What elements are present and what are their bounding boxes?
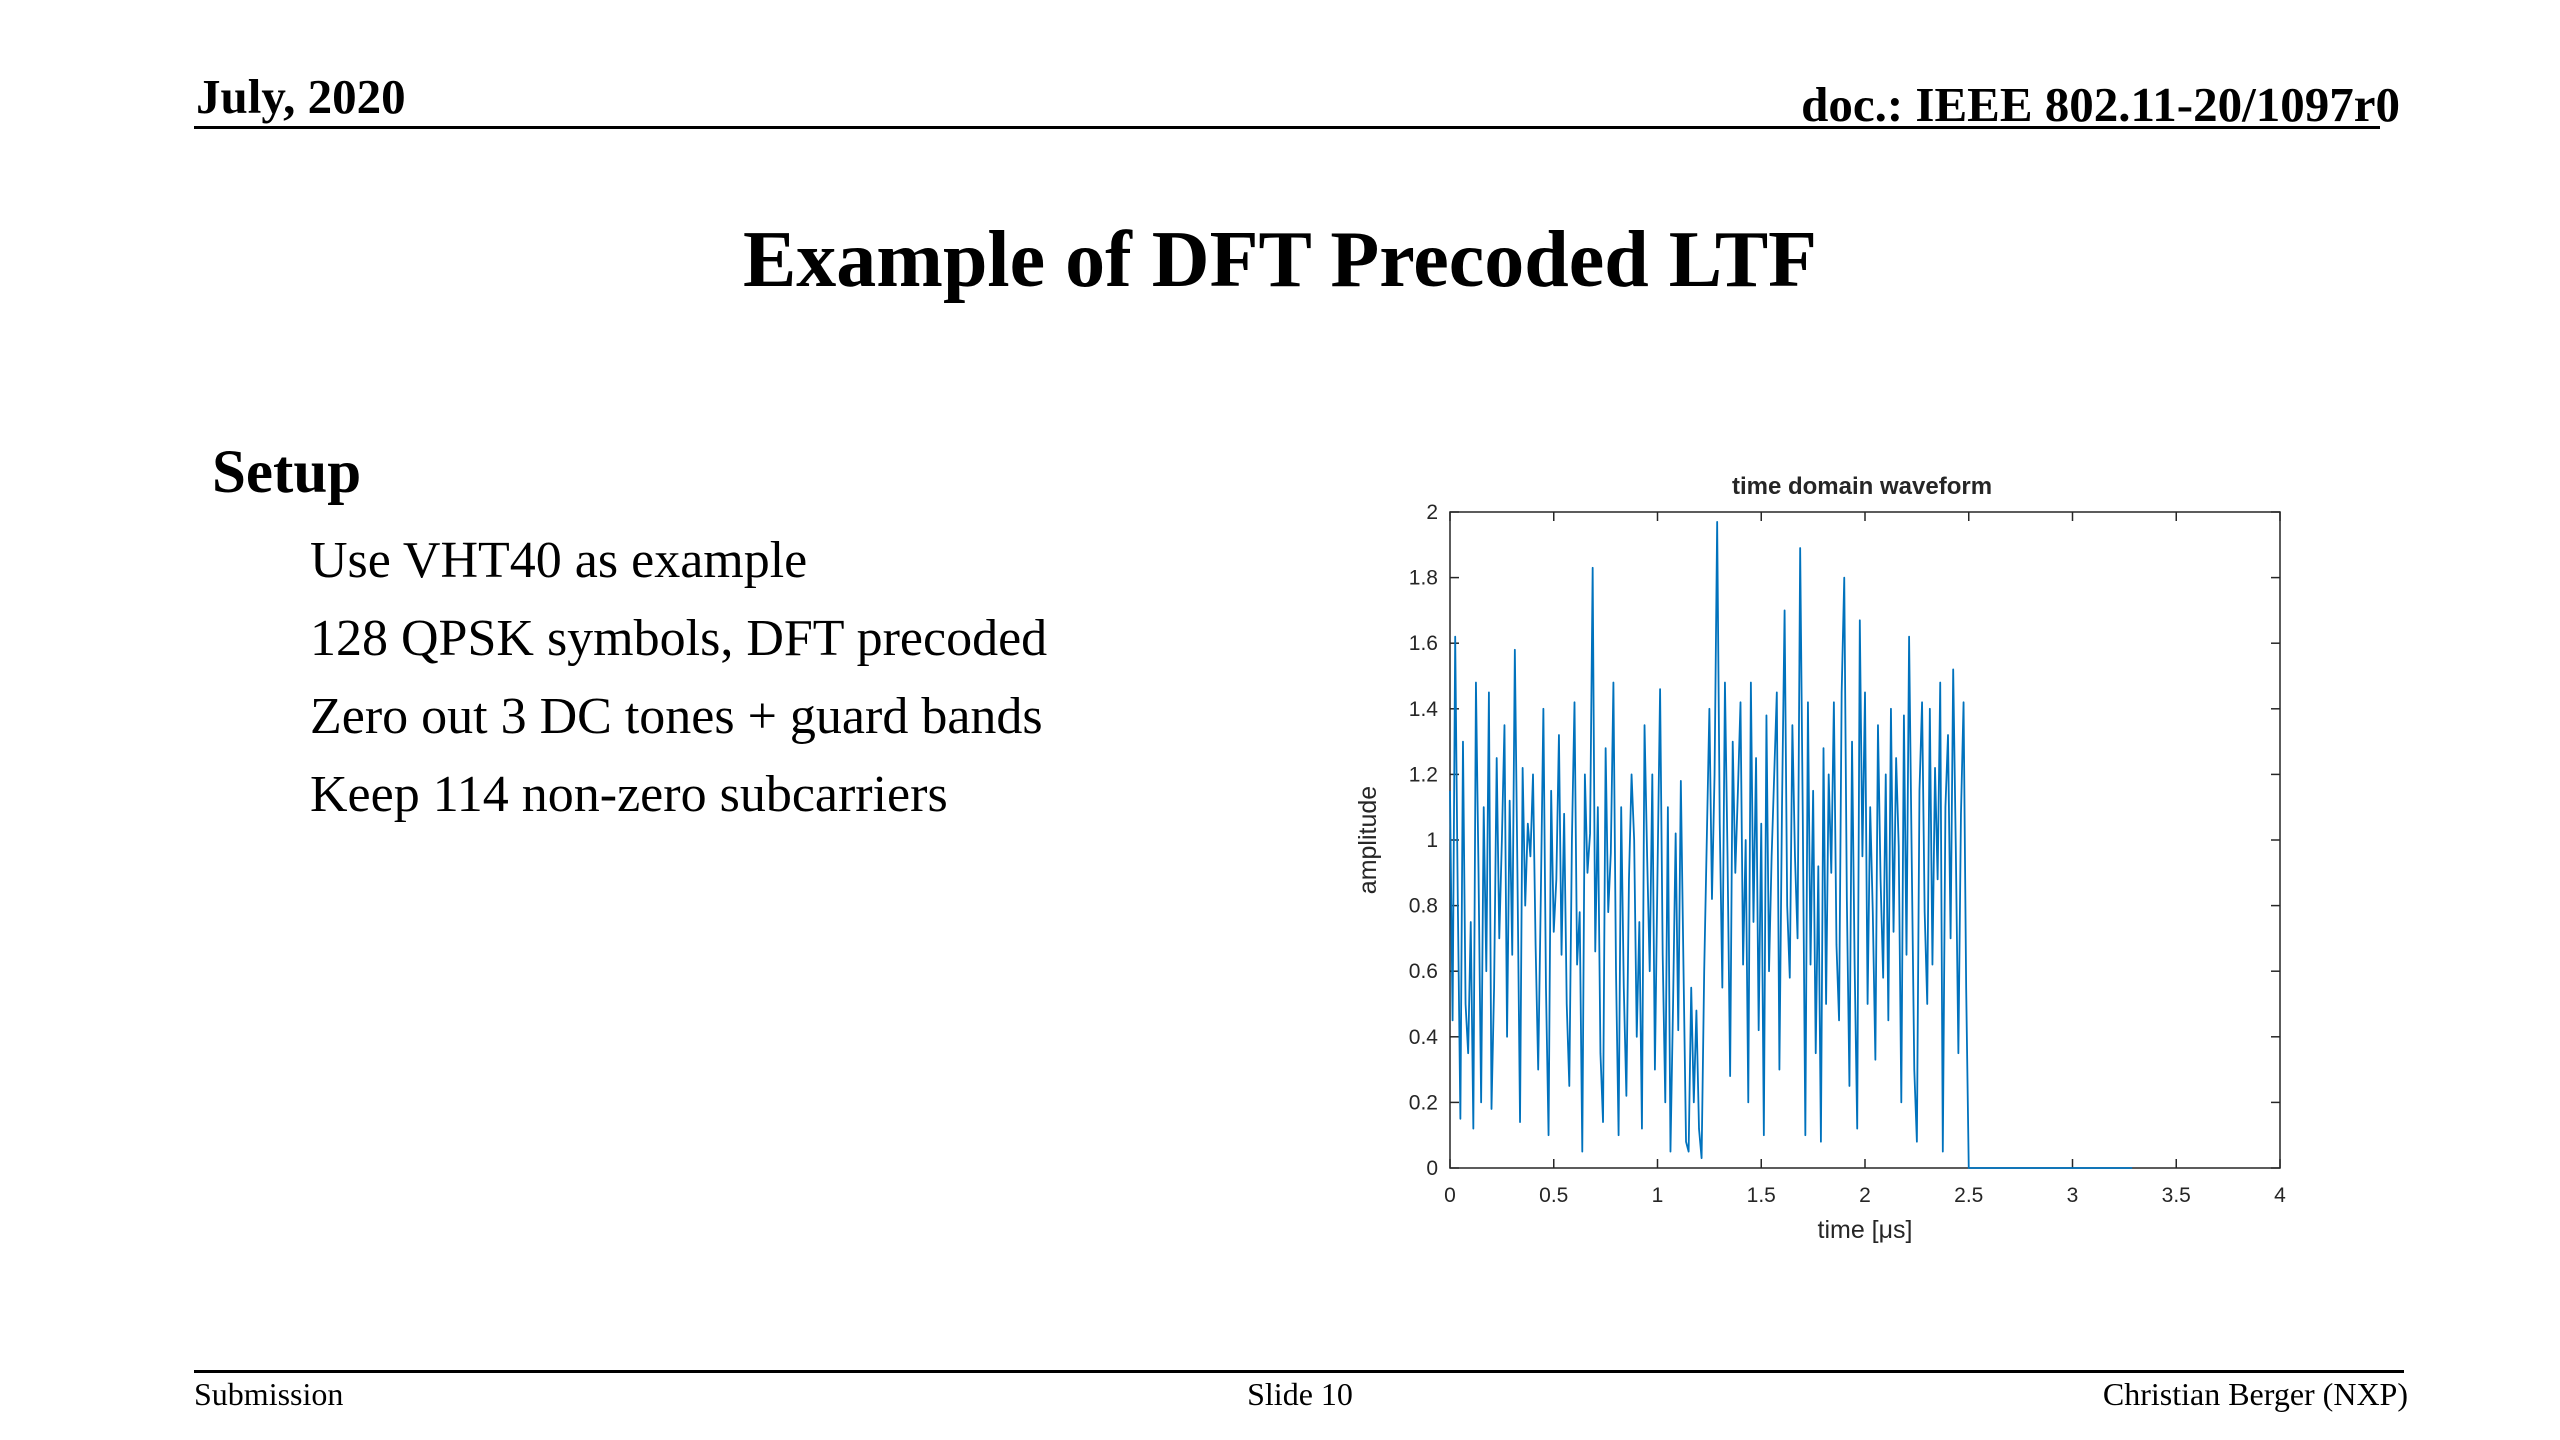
bullet-item: 128 QPSK symbols, DFT precoded xyxy=(310,610,1048,667)
y-tick-label: 1.2 xyxy=(1409,763,1438,786)
series-line xyxy=(1449,520,2133,1169)
x-tick-label: 2.5 xyxy=(1954,1184,1983,1207)
axis-tick-labels: 0 0.5 1 1.5 2 2.5 3 3.5 4 0 0.2 0.4 0.6 0.8 1 1.2 1.4 1.6… xyxy=(1409,501,2286,1207)
bullet-item: Use VHT40 as example xyxy=(310,532,808,589)
x-tick-label: 4 xyxy=(2274,1184,2286,1207)
plot-area xyxy=(1449,511,2281,1169)
section-heading: Setup xyxy=(212,439,362,506)
footer-author: Christian Berger (NXP) xyxy=(2102,1376,2408,1412)
x-axis-label: time [μs] xyxy=(1818,1216,1913,1244)
header-divider xyxy=(194,126,2380,129)
y-tick-label: 0.2 xyxy=(1409,1091,1438,1114)
y-tick-label: 1 xyxy=(1426,829,1438,852)
y-tick-label: 0.8 xyxy=(1409,895,1438,918)
waveform-chart: time domain waveform 0 0.5 1 1.5 2 2.5 3 3.5 4 0 0… xyxy=(1340,460,2320,1260)
y-tick-label: 2 xyxy=(1426,501,1438,524)
x-tick-label: 0.5 xyxy=(1539,1184,1568,1207)
x-tick-label: 3.5 xyxy=(2162,1184,2191,1207)
axis-ticks xyxy=(1449,511,2281,1169)
y-tick-label: 0 xyxy=(1426,1157,1438,1180)
waveform-chart-svg: time domain waveform 0 0.5 1 1.5 2 2.5 3 3.5 400… xyxy=(1354,473,2286,1244)
header-doc-id: doc.: IEEE 802.11-20/1097r0 xyxy=(1801,77,2400,132)
x-tick-label: 1 xyxy=(1652,1184,1664,1207)
y-axis-label: amplitude xyxy=(1354,786,1382,894)
x-tick-label: 1.5 xyxy=(1747,1184,1776,1207)
x-tick-label: 3 xyxy=(2067,1184,2079,1207)
y-tick-label: 0.6 xyxy=(1409,960,1438,983)
footer-slide-number: Slide 10 xyxy=(1247,1376,1353,1412)
x-tick-label: 2 xyxy=(1859,1184,1871,1207)
bullet-list: Use VHT40 as example 128 QPSK symbols, D… xyxy=(310,522,1047,834)
footer-submission: Submission xyxy=(194,1376,344,1412)
slide-title: Example of DFT Precoded LTF xyxy=(742,216,1818,304)
bullet-item: Keep 114 non-zero subcarriers xyxy=(310,766,948,823)
y-tick-label: 0.4 xyxy=(1409,1026,1439,1049)
y-tick-label: 1.8 xyxy=(1409,567,1438,590)
footer-divider xyxy=(194,1370,2404,1373)
y-tick-label: 1.4 xyxy=(1409,698,1439,721)
chart-title: time domain waveform xyxy=(1732,473,1992,500)
x-tick-label: 0 xyxy=(1444,1184,1456,1207)
bullet-item: Zero out 3 DC tones + guard bands xyxy=(310,688,1043,745)
header-date: July, 2020 xyxy=(196,69,406,124)
y-tick-label: 1.6 xyxy=(1409,632,1438,655)
